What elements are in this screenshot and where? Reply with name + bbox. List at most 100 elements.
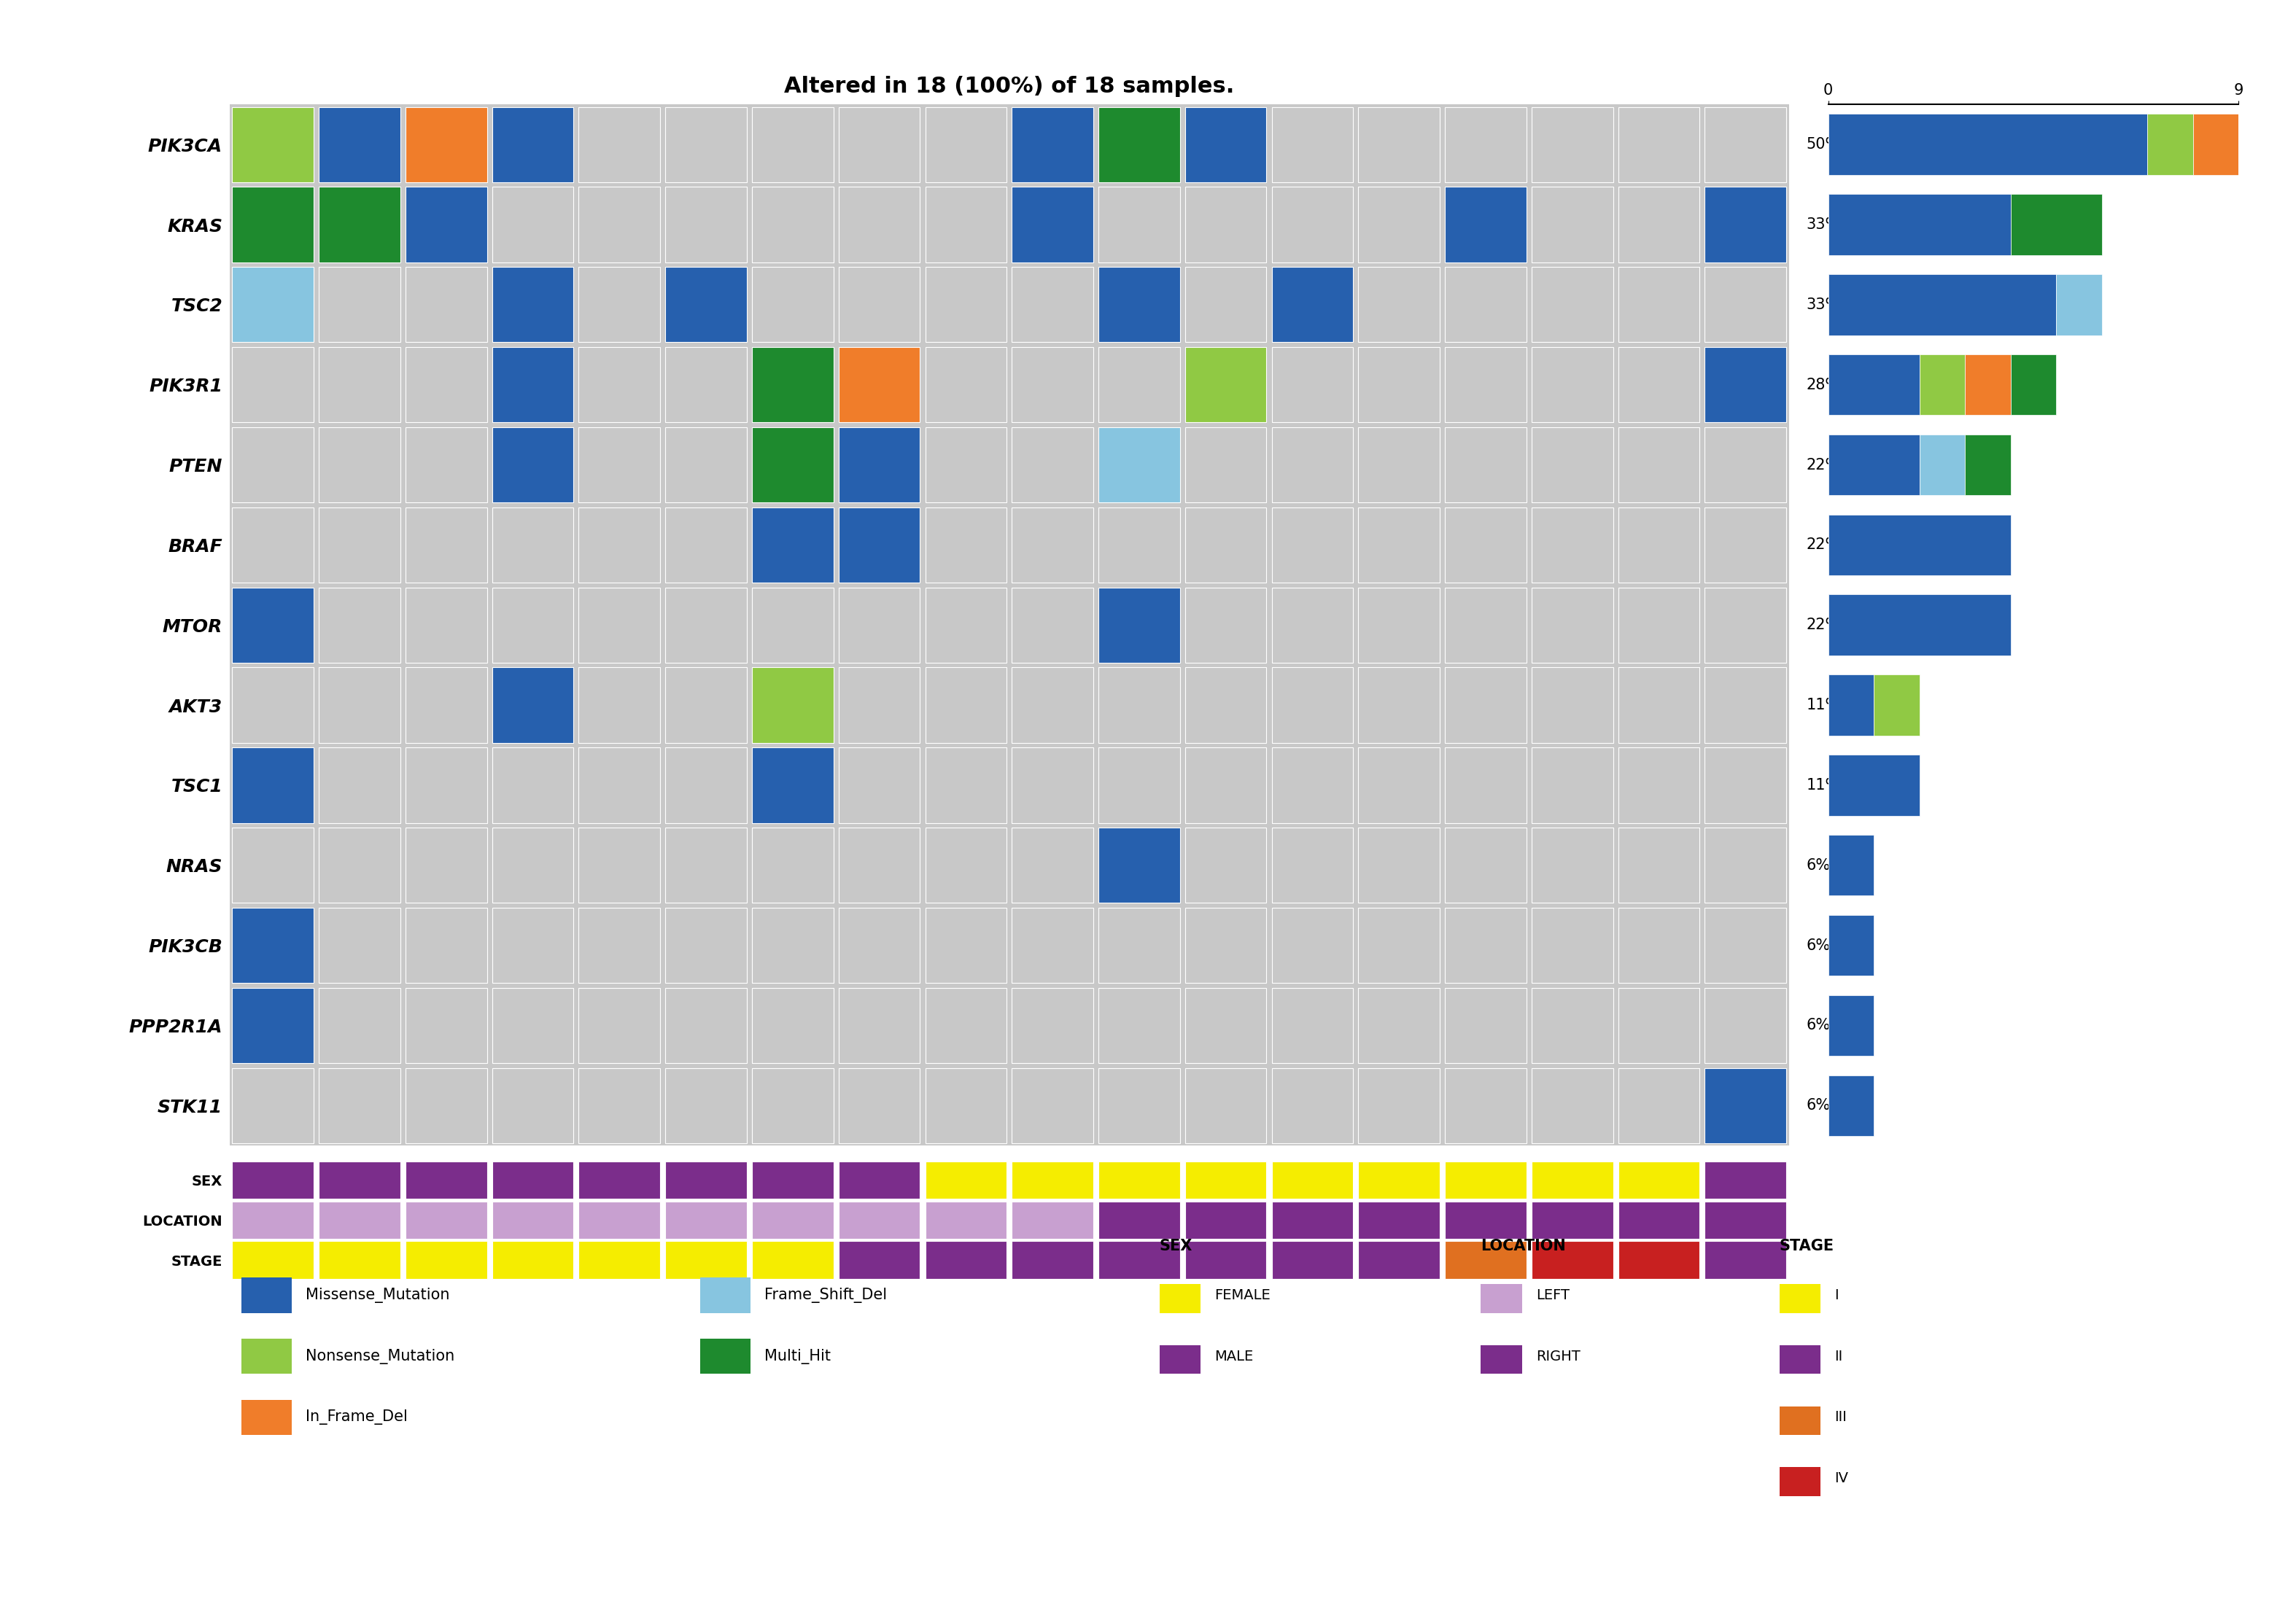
- FancyBboxPatch shape: [1706, 267, 1786, 342]
- FancyBboxPatch shape: [1444, 908, 1527, 983]
- FancyBboxPatch shape: [1706, 186, 1786, 262]
- FancyBboxPatch shape: [666, 588, 746, 662]
- FancyBboxPatch shape: [1013, 908, 1093, 983]
- FancyBboxPatch shape: [579, 1162, 661, 1199]
- FancyBboxPatch shape: [1619, 667, 1699, 742]
- Text: Frame_Shift_Del: Frame_Shift_Del: [765, 1287, 886, 1303]
- FancyBboxPatch shape: [1185, 427, 1267, 503]
- FancyBboxPatch shape: [1185, 1202, 1267, 1239]
- Text: In_Frame_Del: In_Frame_Del: [305, 1409, 406, 1425]
- FancyBboxPatch shape: [1272, 828, 1352, 903]
- Text: 50%: 50%: [1807, 137, 1839, 151]
- FancyBboxPatch shape: [753, 508, 833, 583]
- FancyBboxPatch shape: [753, 747, 833, 823]
- Text: IV: IV: [1835, 1472, 1848, 1485]
- FancyBboxPatch shape: [838, 1202, 921, 1239]
- FancyBboxPatch shape: [838, 267, 921, 342]
- FancyBboxPatch shape: [579, 427, 661, 503]
- FancyBboxPatch shape: [1706, 747, 1786, 823]
- Text: 22%: 22%: [1807, 538, 1839, 553]
- FancyBboxPatch shape: [406, 588, 487, 662]
- FancyBboxPatch shape: [1619, 106, 1699, 182]
- FancyBboxPatch shape: [753, 1162, 833, 1199]
- FancyBboxPatch shape: [491, 186, 574, 262]
- FancyBboxPatch shape: [1444, 828, 1527, 903]
- FancyBboxPatch shape: [753, 667, 833, 742]
- FancyBboxPatch shape: [1444, 1069, 1527, 1143]
- FancyBboxPatch shape: [1619, 1202, 1699, 1239]
- FancyBboxPatch shape: [1013, 1202, 1093, 1239]
- FancyBboxPatch shape: [491, 427, 574, 503]
- FancyBboxPatch shape: [838, 1069, 921, 1143]
- FancyBboxPatch shape: [1272, 988, 1352, 1064]
- FancyBboxPatch shape: [319, 267, 400, 342]
- Title: Altered in 18 (100%) of 18 samples.: Altered in 18 (100%) of 18 samples.: [785, 76, 1235, 96]
- FancyBboxPatch shape: [319, 1202, 400, 1239]
- FancyBboxPatch shape: [1272, 267, 1352, 342]
- FancyBboxPatch shape: [1013, 667, 1093, 742]
- FancyBboxPatch shape: [666, 1241, 746, 1279]
- FancyBboxPatch shape: [491, 1069, 574, 1143]
- FancyBboxPatch shape: [232, 747, 315, 823]
- FancyBboxPatch shape: [1097, 1162, 1180, 1199]
- FancyBboxPatch shape: [319, 747, 400, 823]
- FancyBboxPatch shape: [666, 1069, 746, 1143]
- FancyBboxPatch shape: [1185, 908, 1267, 983]
- FancyBboxPatch shape: [1444, 427, 1527, 503]
- FancyBboxPatch shape: [1444, 1241, 1527, 1279]
- FancyBboxPatch shape: [232, 427, 315, 503]
- FancyBboxPatch shape: [406, 1162, 487, 1199]
- FancyBboxPatch shape: [319, 508, 400, 583]
- FancyBboxPatch shape: [2193, 114, 2239, 175]
- FancyBboxPatch shape: [491, 988, 574, 1064]
- FancyBboxPatch shape: [579, 908, 661, 983]
- FancyBboxPatch shape: [1272, 186, 1352, 262]
- FancyBboxPatch shape: [925, 106, 1006, 182]
- FancyBboxPatch shape: [925, 667, 1006, 742]
- FancyBboxPatch shape: [319, 347, 400, 423]
- FancyBboxPatch shape: [1185, 106, 1267, 182]
- Text: II: II: [1835, 1350, 1844, 1363]
- FancyBboxPatch shape: [1185, 988, 1267, 1064]
- FancyBboxPatch shape: [1619, 347, 1699, 423]
- FancyBboxPatch shape: [1444, 267, 1527, 342]
- FancyBboxPatch shape: [232, 1241, 315, 1279]
- FancyBboxPatch shape: [406, 988, 487, 1064]
- FancyBboxPatch shape: [232, 267, 315, 342]
- FancyBboxPatch shape: [1185, 347, 1267, 423]
- FancyBboxPatch shape: [491, 508, 574, 583]
- FancyBboxPatch shape: [319, 908, 400, 983]
- FancyBboxPatch shape: [1828, 275, 2057, 336]
- FancyBboxPatch shape: [1828, 434, 1919, 495]
- FancyBboxPatch shape: [1013, 427, 1093, 503]
- FancyBboxPatch shape: [925, 1241, 1006, 1279]
- FancyBboxPatch shape: [1359, 988, 1440, 1064]
- Text: 22%: 22%: [1807, 458, 1839, 472]
- FancyBboxPatch shape: [1359, 908, 1440, 983]
- FancyBboxPatch shape: [1706, 908, 1786, 983]
- Text: STAGE: STAGE: [1779, 1239, 1835, 1253]
- FancyBboxPatch shape: [838, 828, 921, 903]
- FancyBboxPatch shape: [1444, 186, 1527, 262]
- FancyBboxPatch shape: [491, 106, 574, 182]
- FancyBboxPatch shape: [232, 106, 315, 182]
- Text: 6%: 6%: [1807, 1019, 1830, 1033]
- FancyBboxPatch shape: [579, 988, 661, 1064]
- FancyBboxPatch shape: [1619, 427, 1699, 503]
- Text: RIGHT: RIGHT: [1536, 1350, 1580, 1363]
- FancyBboxPatch shape: [753, 908, 833, 983]
- FancyBboxPatch shape: [1013, 347, 1093, 423]
- FancyBboxPatch shape: [1013, 1241, 1093, 1279]
- FancyBboxPatch shape: [1965, 354, 2011, 415]
- FancyBboxPatch shape: [753, 988, 833, 1064]
- FancyBboxPatch shape: [925, 747, 1006, 823]
- FancyBboxPatch shape: [1185, 667, 1267, 742]
- FancyBboxPatch shape: [1272, 427, 1352, 503]
- FancyBboxPatch shape: [1359, 267, 1440, 342]
- FancyBboxPatch shape: [925, 347, 1006, 423]
- FancyBboxPatch shape: [666, 1202, 746, 1239]
- FancyBboxPatch shape: [1444, 347, 1527, 423]
- FancyBboxPatch shape: [1531, 186, 1614, 262]
- FancyBboxPatch shape: [1619, 988, 1699, 1064]
- FancyBboxPatch shape: [579, 267, 661, 342]
